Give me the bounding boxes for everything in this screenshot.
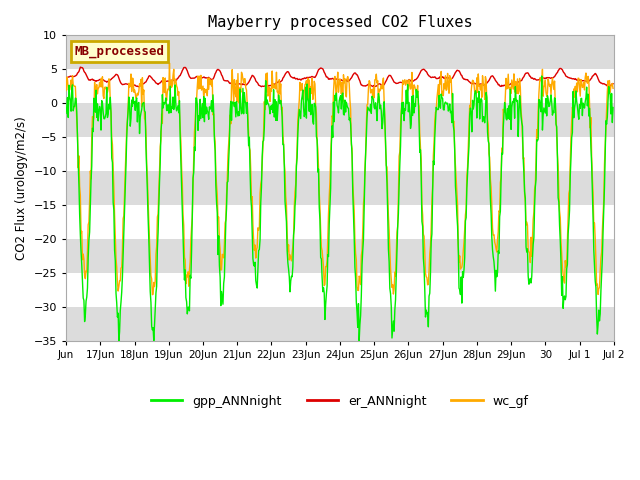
Bar (66, 273, 614, 307)
Y-axis label: CO2 Flux (urology/m2/s): CO2 Flux (urology/m2/s) (15, 116, 28, 260)
Bar (66, 205, 614, 239)
Bar (66, 307, 614, 341)
Bar (66, 103, 614, 137)
Bar (66, 137, 614, 171)
Title: Mayberry processed CO2 Fluxes: Mayberry processed CO2 Fluxes (207, 15, 472, 30)
Legend: gpp_ANNnight, er_ANNnight, wc_gf: gpp_ANNnight, er_ANNnight, wc_gf (146, 390, 534, 413)
Text: MB_processed: MB_processed (74, 45, 164, 58)
Bar (66, 171, 614, 205)
Bar (66, 36, 614, 69)
Bar (66, 69, 614, 103)
Bar (66, 239, 614, 273)
